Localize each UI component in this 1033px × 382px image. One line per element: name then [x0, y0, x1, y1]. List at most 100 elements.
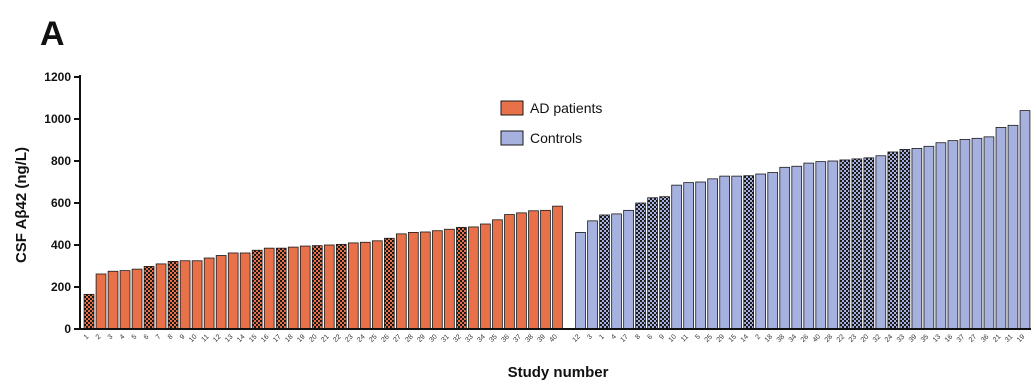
bar-control — [599, 214, 610, 330]
x-tick-label: 21 — [320, 333, 331, 344]
x-tick-label: 32 — [872, 333, 883, 344]
bar-ad-patient — [95, 273, 107, 330]
bar-ad-patient — [263, 247, 275, 330]
x-tick-label: 1 — [83, 333, 91, 341]
y-tick-label: 1000 — [44, 112, 71, 126]
x-tick-label: 2 — [95, 333, 103, 341]
x-tick-label: 36 — [500, 333, 511, 344]
legend-label-ad: AD patients — [530, 100, 602, 116]
bar-ad-patient — [347, 242, 359, 330]
bar-ad-patient — [552, 205, 563, 330]
bar-ad-patient — [167, 260, 179, 330]
x-tick-label: 13 — [224, 333, 235, 344]
bar-control — [683, 182, 694, 330]
x-tick-label: 11 — [680, 333, 690, 343]
bar-ad-patient — [504, 214, 515, 330]
x-tick-label: 38 — [524, 333, 535, 344]
bar-control — [635, 202, 646, 330]
x-tick-label: 25 — [704, 333, 715, 344]
legend-swatch-ad — [500, 100, 524, 116]
x-tick-label: 34 — [476, 333, 487, 344]
x-tick-label: 30 — [428, 333, 439, 344]
bar-ad-patient — [251, 249, 263, 330]
bar-control — [959, 138, 971, 330]
x-tick-label: 23 — [344, 333, 355, 344]
x-tick-label: 35 — [488, 333, 499, 344]
y-tick-label: 0 — [64, 322, 71, 336]
bar-ad-patient — [119, 270, 131, 330]
bar-control — [575, 231, 586, 330]
panel-letter: A — [40, 15, 65, 53]
x-axis-ticks: 1 2 3 4 5 6 7 8 9 10 11 12 13 14 15 16 17 18 19 20 21 22 23 24 2… — [80, 328, 1031, 344]
x-tick-label: 24 — [884, 333, 895, 344]
y-tick-label: 200 — [51, 280, 71, 294]
x-tick-label: 33 — [896, 333, 907, 344]
bar-ad-patient — [396, 233, 407, 330]
bar-control — [767, 172, 779, 330]
x-tick-label: 40 — [812, 333, 823, 344]
bar-ad-patient — [335, 243, 347, 330]
bar-control — [983, 136, 995, 330]
x-tick-label: 12 — [571, 333, 582, 344]
bar-ad-patient — [323, 244, 335, 330]
x-tick-label: 17 — [620, 333, 631, 344]
x-tick-label: 3 — [586, 333, 594, 341]
x-tick-label: 12 — [212, 333, 223, 344]
x-tick-label: 29 — [716, 333, 727, 344]
y-tick-label: 600 — [51, 196, 71, 210]
bar-control — [1019, 110, 1031, 330]
x-tick-label: 28 — [824, 333, 835, 344]
bar-control — [707, 178, 718, 330]
x-tick-label: 32 — [452, 333, 463, 344]
x-tick-label: 1 — [598, 333, 606, 341]
bar-control — [815, 161, 827, 330]
x-tick-label: 4 — [119, 333, 127, 341]
x-tick-label: 29 — [416, 333, 427, 344]
bar-control — [719, 175, 731, 330]
bar-ad-patient — [215, 255, 227, 330]
bar-control — [659, 196, 670, 330]
bar-ad-patient — [275, 247, 287, 330]
y-axis-title: CSF Aβ42 (ng/L) — [13, 147, 30, 263]
x-tick-label: 10 — [188, 333, 199, 344]
bar-ad-patient — [227, 252, 239, 330]
x-axis-title: Study number — [508, 364, 609, 381]
x-tick-label: 16 — [944, 333, 955, 344]
bar-control — [791, 165, 803, 330]
bar-control — [731, 175, 743, 330]
x-tick-label: 5 — [694, 333, 702, 341]
bar-control — [611, 213, 622, 330]
x-tick-label: 15 — [248, 333, 259, 344]
bar-ad-patient — [131, 268, 143, 330]
x-tick-label: 13 — [932, 333, 943, 344]
x-tick-label: 36 — [980, 333, 991, 344]
bar-ad-patient — [540, 209, 551, 330]
y-tick-label: 400 — [51, 238, 71, 252]
bar-control — [743, 175, 755, 330]
bar-control — [923, 145, 935, 330]
legend-swatch-controls — [500, 130, 524, 146]
bar-control — [995, 127, 1007, 330]
x-tick-label: 8 — [167, 333, 175, 341]
bar-control — [947, 140, 959, 330]
x-tick-label: 23 — [848, 333, 859, 344]
x-tick-label: 15 — [728, 333, 739, 344]
x-tick-label: 39 — [536, 333, 547, 344]
bar-ad-patient — [468, 226, 479, 330]
x-tick-label: 28 — [404, 333, 415, 344]
x-tick-label: 24 — [356, 333, 367, 344]
x-tick-label: 40 — [548, 333, 559, 344]
bar-ad-patient — [516, 212, 527, 330]
bar-control — [935, 142, 947, 330]
bar-control — [863, 157, 875, 330]
x-tick-label: 9 — [658, 333, 666, 341]
bar-ad-patient — [191, 260, 203, 330]
bar-control — [911, 147, 923, 330]
x-tick-label: 9 — [179, 333, 187, 341]
x-tick-label: 10 — [668, 333, 679, 344]
bar-ad-patient — [179, 260, 191, 330]
x-tick-label: 34 — [788, 333, 799, 344]
x-tick-label: 31 — [1004, 333, 1015, 344]
bar-control — [827, 160, 839, 330]
